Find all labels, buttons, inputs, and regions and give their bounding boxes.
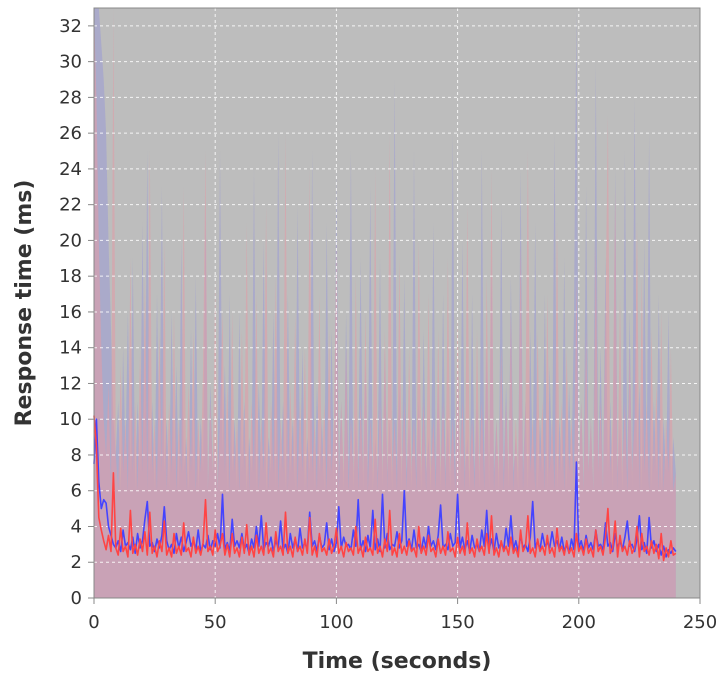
x-tick-label: 50 (204, 612, 227, 633)
x-tick-label: 250 (683, 612, 717, 633)
y-tick-label: 10 (59, 409, 82, 430)
series-2-line (93, 415, 677, 562)
y-tick-label: 4 (71, 516, 82, 537)
y-tick-label: 22 (59, 195, 82, 216)
y-tick-label: 32 (59, 16, 82, 37)
series-lines (93, 415, 677, 562)
series-1-band (94, 8, 676, 598)
y-tick-label: 26 (59, 123, 82, 144)
x-tick-label: 150 (440, 612, 474, 633)
y-tick-label: 12 (59, 373, 82, 394)
y-tick-label: 6 (71, 481, 82, 502)
series-bands (94, 8, 676, 598)
x-tick-label: 100 (319, 612, 353, 633)
y-tick-label: 28 (59, 87, 82, 108)
y-tick-label: 8 (71, 445, 82, 466)
x-tick-label: 0 (88, 612, 99, 633)
y-tick-label: 20 (59, 230, 82, 251)
y-tick-label: 14 (59, 338, 82, 359)
x-axis-ticks: 0 50 100 150 200 250 (88, 598, 717, 633)
y-tick-label: 18 (59, 266, 82, 287)
y-tick-label: 0 (71, 588, 82, 609)
y-tick-label: 2 (71, 552, 82, 573)
y-tick-label: 30 (59, 52, 82, 73)
x-tick-label: 200 (562, 612, 596, 633)
series-2-band (94, 8, 676, 598)
y-tick-label: 16 (59, 302, 82, 323)
x-axis-title: Time (seconds) (303, 649, 492, 674)
y-tick-label: 24 (59, 159, 82, 180)
plot-border (93, 7, 701, 599)
y-axis-title: Response time (ms) (12, 180, 37, 427)
